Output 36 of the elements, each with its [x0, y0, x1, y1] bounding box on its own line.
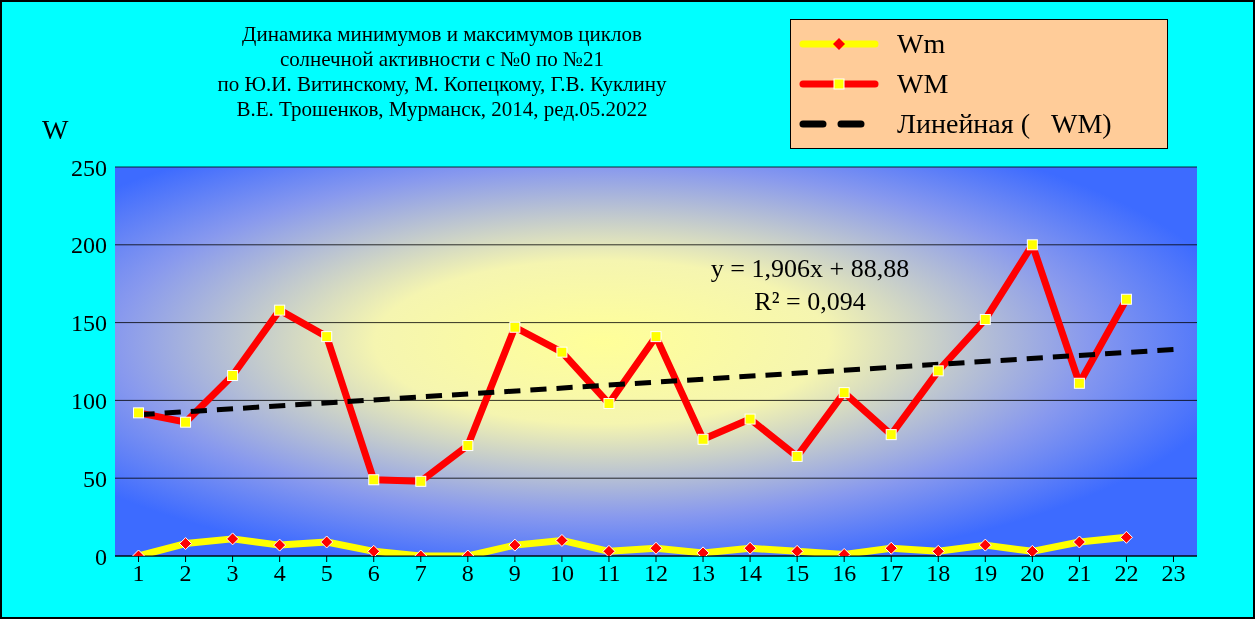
y-tick-label: 200 — [71, 232, 107, 259]
x-tick-label: 20 — [1020, 560, 1045, 587]
x-tick-label: 22 — [1114, 560, 1139, 587]
y-tick-label: 50 — [83, 465, 107, 492]
x-tick-label: 7 — [414, 560, 427, 587]
chart-title: Динамика минимумов и максимумов циклов солнечной активности с №0 по №21 по Ю.И. Витинскому, М. Копецкому, Г.В. Куклину В.Е. Трошенков, Мурманск, 2014, ред.05.2022 — [216, 22, 668, 122]
y-tick-label: 0 — [95, 543, 107, 570]
x-tick-label: 15 — [785, 560, 810, 587]
y-tick-label: 150 — [71, 310, 107, 337]
x-tick-label: 6 — [367, 560, 380, 587]
x-tick-label: 23 — [1161, 560, 1186, 587]
x-tick-label: 2 — [179, 560, 192, 587]
annotation: y = 1,906x + 88,88 — [710, 254, 910, 283]
y-axis-title: W — [42, 114, 69, 146]
x-tick-label: 14 — [738, 560, 763, 587]
annotation: R² = 0,094 — [754, 287, 866, 316]
x-tick-label: 4 — [273, 560, 286, 587]
x-tick-label: 13 — [691, 560, 716, 587]
x-tick-label: 1 — [132, 560, 145, 587]
x-tick-label: 8 — [461, 560, 474, 587]
x-tick-label: 16 — [832, 560, 857, 587]
x-tick-label: 12 — [644, 560, 668, 587]
legend-label: Линейная ( WM) — [897, 107, 1112, 141]
x-tick-label: 11 — [597, 560, 621, 587]
y-tick-label: 100 — [71, 387, 107, 414]
x-tick-label: 9 — [508, 560, 521, 587]
legend-label: Wm — [897, 27, 946, 61]
x-tick-label: 19 — [973, 560, 998, 587]
x-tick-label: 21 — [1067, 560, 1092, 587]
y-tick-label: 250 — [71, 154, 107, 181]
x-tick-label: 3 — [226, 560, 239, 587]
x-tick-label: 18 — [926, 560, 951, 587]
x-tick-label: 10 — [549, 560, 574, 587]
x-tick-label: 5 — [320, 560, 333, 587]
legend-label: WM — [897, 67, 949, 101]
x-tick-label: 17 — [879, 560, 904, 587]
